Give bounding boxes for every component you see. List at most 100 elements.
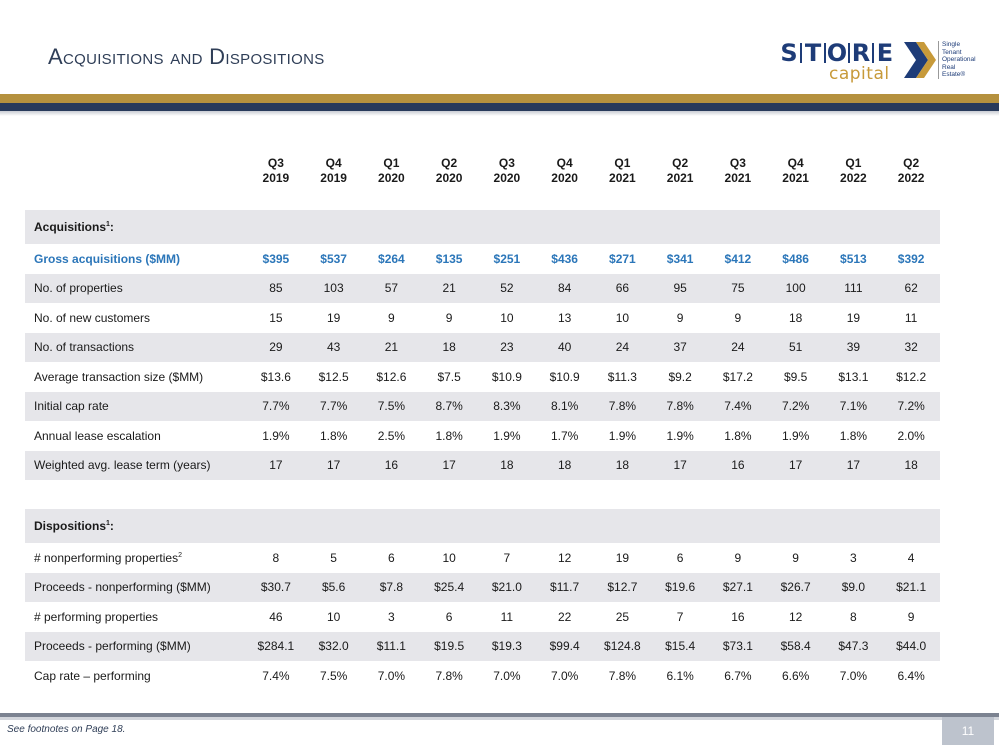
table-cell: $19.3 — [478, 631, 536, 661]
table-cell: $395 — [262, 251, 290, 266]
row-label-text: Gross acquisitions ($MM) — [34, 251, 181, 266]
table-cell: $264 — [378, 251, 405, 266]
table-cell: $27.1 — [709, 572, 767, 602]
table-cell: 1.7% — [550, 428, 579, 443]
logo-letter: R — [851, 39, 871, 67]
column-year: 2019 — [262, 171, 290, 185]
table-row: Proceeds - performing ($MM) $284.1 $32.0 $1… — [25, 631, 940, 661]
row-label: Proceeds - performing ($MM) — [25, 631, 247, 661]
row-label-text: Cap rate – performing — [34, 668, 151, 683]
table-cell: 1.9% — [608, 428, 637, 443]
footer-rule — [0, 713, 999, 717]
table-cell: 10 — [500, 310, 514, 325]
row-label: # performing properties — [25, 602, 247, 632]
table-cell: 12 — [557, 550, 572, 565]
logo-capital-text: capital — [829, 64, 890, 84]
table-cell: 9 — [734, 550, 742, 565]
table-cell: $9.2 — [668, 369, 692, 384]
table-cell: $12.6 — [376, 369, 407, 384]
column-header: Q2 2020 — [420, 152, 478, 210]
table-cell: 75 — [709, 273, 767, 303]
row-label: Proceeds - nonperforming ($MM) — [25, 572, 247, 602]
footnote-marker: 1 — [106, 221, 110, 228]
column-quarter: Q4 — [787, 156, 804, 170]
table-cell: 6.7% — [724, 668, 752, 683]
table-cell: $19.6 — [651, 572, 709, 602]
table-cell: 16 — [362, 450, 421, 480]
column-header: Q1 2021 — [594, 152, 652, 210]
table-cell: $21.1 — [882, 572, 940, 602]
table-cell: $392 — [897, 251, 925, 266]
table-cell: 7 — [676, 609, 684, 624]
logo-letter: S — [780, 39, 798, 67]
table-cell: 17 — [420, 450, 478, 480]
table-cell: $11.7 — [535, 572, 594, 602]
table-cell: 4 — [907, 550, 915, 565]
table-cell: 7.0% — [839, 668, 868, 683]
table-cell: 8 — [272, 550, 280, 565]
table-row: Cap rate – performing 7.4% 7.5% 7.0% 7.8% 7.0… — [25, 661, 940, 691]
page-title: Acquisitions and Dispositions — [48, 44, 325, 69]
row-label: # nonperforming properties2 — [25, 543, 247, 573]
header-band-gold — [0, 94, 999, 103]
table-cell: 19 — [846, 310, 861, 325]
table-cell: 12 — [788, 609, 803, 624]
table-cell: 18 — [882, 450, 940, 480]
table-cell: $284.1 — [247, 631, 305, 661]
column-quarter: Q3 — [267, 156, 284, 170]
row-label: Annual lease escalation — [25, 421, 247, 451]
table-cell: 9 — [734, 310, 742, 325]
table-row: Annual lease escalation 1.9% 1.8% 2.5% 1.8% 1… — [25, 421, 940, 451]
table-cell: 7.7% — [304, 391, 363, 421]
table-cell: 22 — [557, 609, 572, 624]
table-cell: 7.8% — [608, 668, 637, 683]
header-band-navy — [0, 103, 999, 111]
logo-tagline-line: Estate® — [942, 71, 966, 79]
table-cell: 9 — [907, 609, 915, 624]
row-label-text: Average transaction size ($MM) — [34, 369, 204, 384]
table-cell: 2.0% — [897, 428, 925, 443]
row-label-text: No. of new customers — [34, 310, 151, 325]
column-year: 2020 — [435, 171, 463, 185]
table-cell: 21 — [420, 273, 478, 303]
table-cell: 7.8% — [651, 391, 709, 421]
logo-divider — [938, 41, 939, 79]
table-cell: 29 — [247, 332, 305, 362]
table-cell: 9 — [792, 550, 799, 565]
table-cell: $15.4 — [651, 631, 709, 661]
table-cell: $5.6 — [304, 572, 363, 602]
table-cell: 1.9% — [781, 428, 810, 443]
table-cell: 1.8% — [839, 428, 868, 443]
logo-separator — [800, 43, 802, 63]
section-heading: Acquisitions1: — [25, 210, 940, 244]
column-quarter: Q2 — [672, 156, 689, 170]
table-cell: $9.5 — [783, 369, 808, 384]
table-cell: $30.7 — [247, 572, 305, 602]
table-cell: 52 — [478, 273, 536, 303]
table-cell: 18 — [420, 332, 478, 362]
table-cell: 9 — [676, 310, 684, 325]
column-quarter: Q1 — [383, 156, 400, 170]
column-header: Q2 2022 — [882, 152, 940, 210]
row-label: Cap rate – performing — [25, 661, 247, 691]
column-year: 2021 — [724, 171, 752, 185]
table-cell: 23 — [478, 332, 536, 362]
section-spacer — [25, 480, 940, 509]
table-cell: 6 — [445, 609, 453, 624]
table-cell: 6.1% — [666, 668, 694, 683]
column-year: 2020 — [493, 171, 521, 185]
column-header: Q1 2020 — [363, 152, 421, 210]
column-quarter: Q2 — [441, 156, 458, 170]
table-cell: 6 — [676, 550, 684, 565]
table-cell: 16 — [731, 609, 745, 624]
logo-tagline-line: Tenant — [942, 48, 962, 56]
table-row: Gross acquisitions ($MM) $395 $537 $264 $135… — [25, 244, 940, 274]
table-row: Average transaction size ($MM) $13.6 $12.5… — [25, 362, 940, 392]
column-year: 2019 — [320, 171, 347, 185]
table-cell: 6.4% — [897, 668, 925, 683]
header-band-shadow — [0, 111, 999, 116]
table-row: # performing properties 46 10 3 6 11 22 25 7 16 12… — [25, 602, 940, 632]
table-cell: 18 — [478, 450, 536, 480]
table-cell: 7.5% — [362, 391, 421, 421]
table-row: No. of properties 85 103 57 21 52 84 66 95 75 100 1… — [25, 273, 940, 303]
